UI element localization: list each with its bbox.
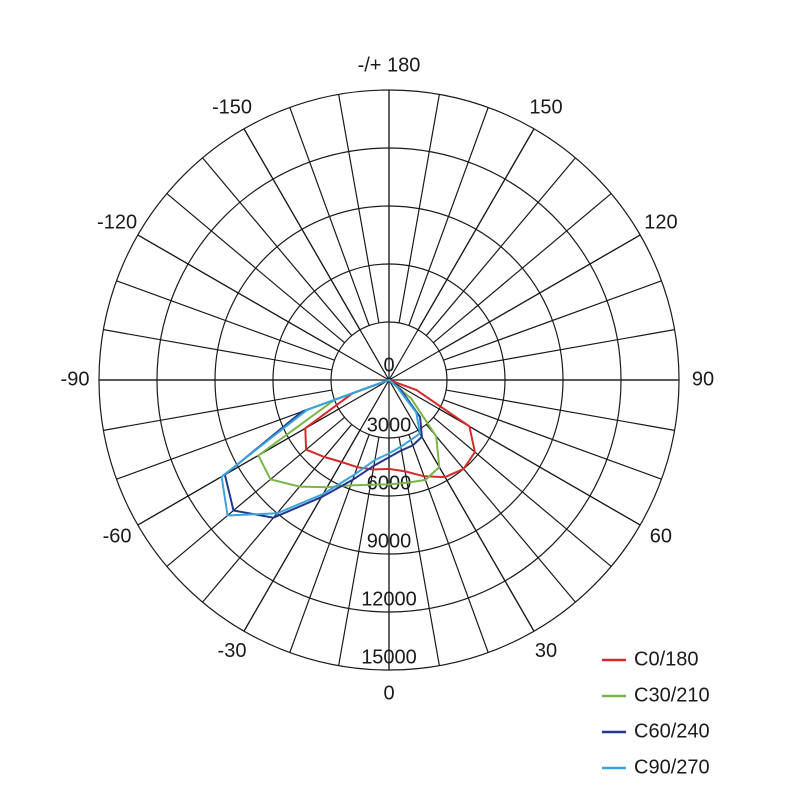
theta-tick-label: -90 — [61, 368, 90, 390]
theta-tick-label: -120 — [97, 211, 137, 233]
legend-label: C60/240 — [634, 720, 710, 742]
series-curve — [223, 378, 423, 519]
series-curve — [220, 378, 421, 517]
theta-tick-label: -60 — [103, 525, 132, 547]
r-tick-label: 12000 — [361, 588, 417, 610]
theta-tick-label: 0 — [383, 682, 394, 704]
grid-ring — [272, 263, 506, 497]
axis-line — [388, 379, 535, 632]
theta-tick-label: 60 — [650, 525, 672, 547]
axis-line — [243, 379, 390, 632]
r-tick-label: 3000 — [367, 414, 412, 436]
grid-ring — [98, 89, 680, 671]
theta-tick-label: -30 — [218, 640, 247, 662]
theta-tick-label: -/+ 180 — [358, 54, 421, 76]
axis-line — [137, 234, 390, 381]
axis-line — [243, 128, 390, 381]
grid-ring — [156, 147, 622, 613]
theta-tick-label: 30 — [535, 640, 557, 662]
theta-tick-label: -150 — [212, 96, 252, 118]
r-tick-label: 0 — [383, 354, 394, 376]
series-curve — [304, 378, 476, 479]
legend-label: C90/270 — [634, 756, 710, 778]
grid-ring — [330, 321, 448, 439]
r-tick-label: 9000 — [367, 530, 412, 552]
theta-tick-label: 120 — [644, 211, 677, 233]
theta-tick-label: 150 — [529, 96, 562, 118]
legend-label: C0/180 — [634, 648, 699, 670]
legend-label: C30/210 — [634, 684, 710, 706]
axis-line — [388, 234, 641, 381]
r-tick-label: 6000 — [367, 472, 412, 494]
r-tick-label: 15000 — [361, 646, 417, 668]
series-curve — [257, 378, 441, 489]
axis-line — [388, 128, 535, 381]
axis-line — [388, 379, 641, 526]
grid-ring — [214, 205, 564, 555]
theta-tick-label: 90 — [692, 368, 714, 390]
